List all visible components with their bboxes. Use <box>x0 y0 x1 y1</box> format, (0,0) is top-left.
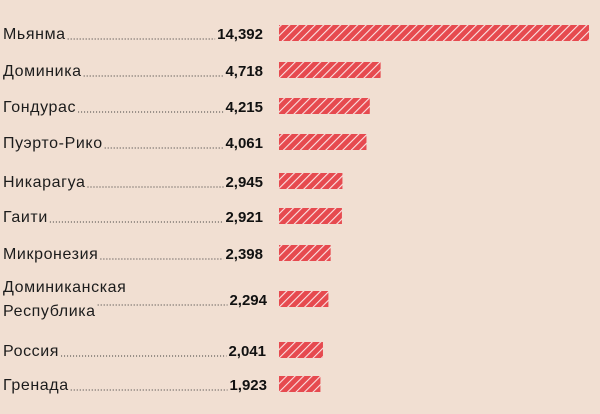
value-label: 2,041 <box>228 343 266 360</box>
bar <box>279 291 329 307</box>
category-label: Никарагуа <box>3 174 86 191</box>
value-label: 4,215 <box>225 99 263 116</box>
bar <box>279 245 331 261</box>
bar <box>279 208 342 224</box>
value-label: 2,921 <box>225 209 263 226</box>
bar <box>279 25 589 41</box>
category-label: Доминика <box>3 63 82 80</box>
chart-row: Микронезия 2,398 <box>3 245 331 263</box>
chart-row: Гаити 2,921 <box>3 208 342 226</box>
bar <box>279 98 370 114</box>
value-label: 2,294 <box>229 292 267 309</box>
chart-row: Россия 2,041 <box>3 342 323 360</box>
chart-row: Доминика 4,718 <box>3 62 381 80</box>
bar <box>279 134 367 150</box>
bar <box>279 173 343 189</box>
category-label: Гондурас <box>3 99 76 116</box>
category-label: Пуэрто-Рико <box>3 135 103 152</box>
value-label: 4,061 <box>225 135 263 152</box>
value-label: 1,923 <box>229 377 267 394</box>
category-label: Мьянма <box>3 26 66 43</box>
bar <box>279 342 323 358</box>
category-label: Республика <box>3 303 96 320</box>
value-label: 2,945 <box>225 174 263 191</box>
category-label: Гренада <box>3 377 69 394</box>
category-label: Доминиканская <box>3 279 126 296</box>
value-label: 14,392 <box>217 26 263 43</box>
chart-row: Мьянма 14,392 <box>3 25 589 43</box>
value-label: 4,718 <box>225 63 263 80</box>
chart-row: Доминиканская Республика 2,294 <box>3 279 329 320</box>
chart-row: Пуэрто-Рико 4,061 <box>3 134 367 152</box>
category-label: Микронезия <box>3 246 98 263</box>
chart-row: Гондурас 4,215 <box>3 98 370 116</box>
bar <box>279 62 381 78</box>
chart-row: Гренада 1,923 <box>3 376 321 394</box>
bar <box>279 376 321 392</box>
value-label: 2,398 <box>225 246 263 263</box>
chart-row: Никарагуа 2,945 <box>3 173 343 191</box>
category-label: Россия <box>3 343 59 360</box>
category-label: Гаити <box>3 209 48 226</box>
